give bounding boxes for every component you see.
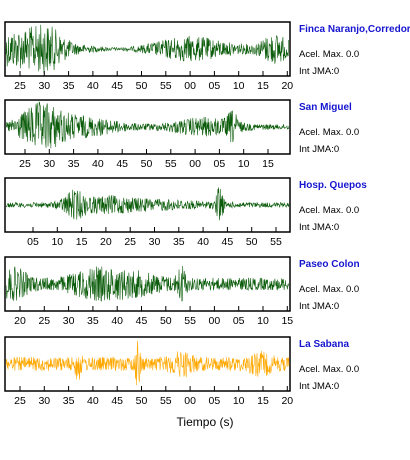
- tick-label: 05: [214, 158, 226, 170]
- tick-label: 45: [111, 80, 123, 92]
- tick-label: 00: [209, 315, 221, 327]
- waveform-1: [5, 24, 290, 74]
- waveform-5: [5, 340, 290, 386]
- accel-max-text: Acel. Max. 0.0: [299, 364, 360, 375]
- tick-label: 00: [184, 80, 196, 92]
- tick-label: 25: [19, 158, 31, 170]
- waveform-3: [5, 187, 290, 221]
- tick-label: 40: [87, 80, 99, 92]
- tick-label: 20: [281, 395, 293, 407]
- tick-label: 45: [222, 236, 234, 248]
- tick-label: 15: [262, 158, 274, 170]
- tick-label: 55: [184, 315, 196, 327]
- accel-max-text: Acel. Max. 0.0: [299, 284, 360, 295]
- tick-label: 00: [184, 395, 196, 407]
- tick-label: 55: [270, 236, 282, 248]
- tick-label: 30: [38, 395, 50, 407]
- int-jma-text: Int JMA:0: [299, 222, 340, 233]
- tick-label: 35: [63, 80, 75, 92]
- station-name: Paseo Colon: [299, 259, 360, 270]
- tick-label: 50: [246, 236, 258, 248]
- tick-label: 20: [281, 80, 293, 92]
- tick-label: 10: [233, 395, 245, 407]
- tick-label: 15: [281, 315, 293, 327]
- tick-label: 15: [257, 395, 269, 407]
- tick-label: 10: [238, 158, 250, 170]
- tick-label: 05: [233, 315, 245, 327]
- tick-label: 45: [136, 315, 148, 327]
- tick-label: 40: [92, 158, 104, 170]
- tick-label: 35: [87, 315, 99, 327]
- accel-max-text: Acel. Max. 0.0: [299, 205, 360, 216]
- tick-label: 05: [27, 236, 39, 248]
- tick-label: 25: [124, 236, 136, 248]
- tick-label: 55: [160, 80, 172, 92]
- tick-label: 10: [257, 315, 269, 327]
- tick-label: 05: [209, 395, 221, 407]
- int-jma-text: Int JMA:0: [299, 144, 340, 155]
- tick-label: 40: [87, 395, 99, 407]
- tick-label: 30: [149, 236, 161, 248]
- tick-label: 30: [38, 80, 50, 92]
- x-axis-label: Tiempo (s): [176, 415, 234, 429]
- waveform-2: [5, 101, 290, 149]
- tick-label: 50: [141, 158, 153, 170]
- tick-label: 45: [111, 395, 123, 407]
- panel-frame-1: [4, 21, 291, 77]
- station-name: Finca Naranjo,Corredores: [299, 24, 410, 35]
- station-name: La Sabana: [299, 339, 350, 350]
- tick-label: 25: [14, 395, 26, 407]
- tick-label: 50: [136, 80, 148, 92]
- tick-label: 35: [68, 158, 80, 170]
- station-name: San Miguel: [299, 102, 352, 113]
- tick-label: 45: [116, 158, 128, 170]
- tick-label: 15: [76, 236, 88, 248]
- tick-label: 10: [51, 236, 63, 248]
- tick-label: 50: [136, 395, 148, 407]
- tick-label: 40: [197, 236, 209, 248]
- station-name: Hosp. Quepos: [299, 180, 367, 191]
- accel-max-text: Acel. Max. 0.0: [299, 127, 360, 138]
- tick-label: 25: [14, 80, 26, 92]
- tick-label: 40: [111, 315, 123, 327]
- tick-label: 00: [189, 158, 201, 170]
- tick-label: 10: [233, 80, 245, 92]
- tick-label: 05: [209, 80, 221, 92]
- tick-label: 20: [100, 236, 112, 248]
- accel-max-text: Acel. Max. 0.0: [299, 49, 360, 60]
- tick-label: 55: [165, 158, 177, 170]
- tick-label: 35: [173, 236, 185, 248]
- tick-label: 55: [160, 395, 172, 407]
- tick-label: 20: [14, 315, 26, 327]
- tick-label: 30: [63, 315, 75, 327]
- tick-label: 15: [257, 80, 269, 92]
- tick-label: 35: [63, 395, 75, 407]
- int-jma-text: Int JMA:0: [299, 301, 340, 312]
- panel-frame-3: [4, 177, 291, 233]
- panel-frame-5: [4, 336, 291, 392]
- tick-label: 30: [43, 158, 55, 170]
- tick-label: 25: [38, 315, 50, 327]
- tick-label: 50: [160, 315, 172, 327]
- waveform-4: [5, 266, 290, 302]
- panel-frame-2: [4, 99, 291, 155]
- int-jma-text: Int JMA:0: [299, 66, 340, 77]
- int-jma-text: Int JMA:0: [299, 381, 340, 392]
- panel-frame-4: [4, 256, 291, 312]
